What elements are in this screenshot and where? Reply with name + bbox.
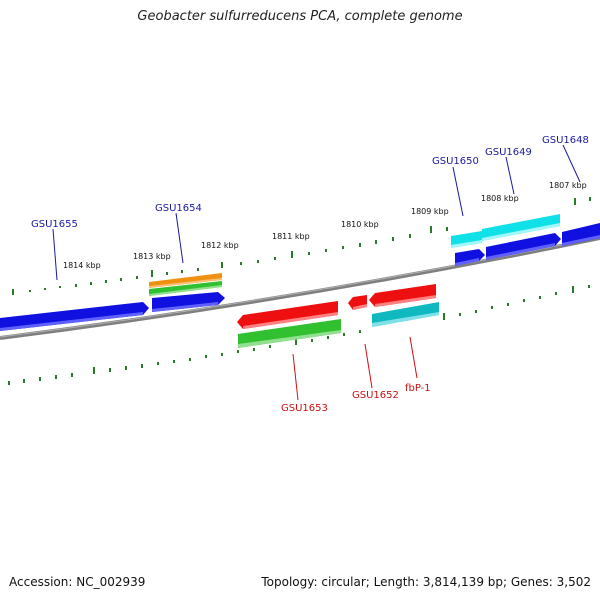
gene-label-gsu1650[interactable]: GSU1650 (432, 156, 479, 167)
gene-label-fbp-1[interactable]: fbP-1 (405, 383, 431, 394)
topology-label: Topology: circular; Length: 3,814,139 bp… (261, 575, 591, 589)
genome-backbone (0, 236, 600, 340)
ruler-label-1809: 1809 kbp (411, 207, 449, 216)
gene-label-gsu1654[interactable]: GSU1654 (155, 203, 202, 214)
accession-label: Accession: NC_002939 (9, 575, 146, 589)
gene-label-gsu1652[interactable]: GSU1652 (352, 390, 399, 401)
gene-gsu1655[interactable] (0, 302, 149, 331)
map-title: Geobacter sulfurreducens PCA, complete g… (137, 9, 463, 24)
gene-label-gsu1655[interactable]: GSU1655 (31, 219, 78, 230)
ruler-label-1807: 1807 kbp (549, 181, 587, 190)
ruler-label-1814: 1814 kbp (63, 261, 101, 270)
gene-label-gsu1648[interactable]: GSU1648 (542, 135, 589, 146)
ruler-label-1810: 1810 kbp (341, 220, 379, 229)
reverse-genes (237, 284, 439, 348)
gene-gsu1648[interactable] (562, 223, 600, 246)
gene-gsu1653[interactable] (237, 301, 338, 329)
gene-gsu1654[interactable] (152, 292, 225, 312)
ruler-label-1808: 1808 kbp (481, 194, 519, 203)
forward-genes (0, 214, 600, 331)
ruler-label-1811: 1811 kbp (272, 232, 310, 241)
ruler-label-1813: 1813 kbp (133, 252, 171, 261)
label-leaders (52, 144, 581, 401)
ruler-lower (8, 285, 590, 385)
ruler-label-1812: 1812 kbp (201, 241, 239, 250)
gene-label-gsu1653[interactable]: GSU1653 (281, 403, 328, 414)
ruler-upper (12, 197, 591, 295)
gene-label-gsu1649[interactable]: GSU1649 (485, 147, 532, 158)
gene-fbp-1[interactable] (369, 284, 436, 307)
